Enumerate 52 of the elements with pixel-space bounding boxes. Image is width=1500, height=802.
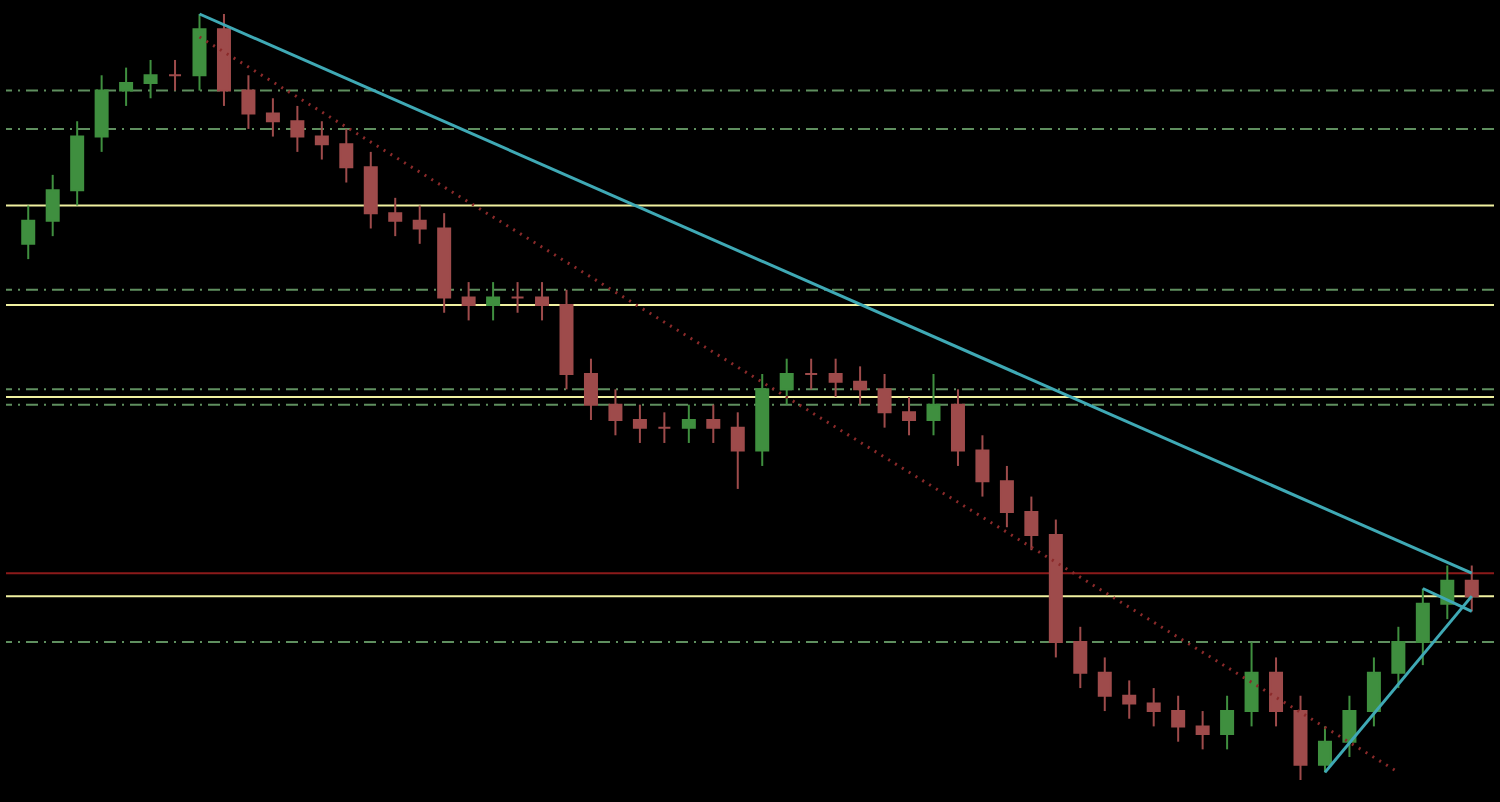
candlestick bbox=[1024, 495, 1039, 552]
candlestick bbox=[1391, 625, 1406, 690]
candlestick bbox=[999, 464, 1014, 529]
candlestick bbox=[388, 196, 403, 238]
candlestick bbox=[1122, 679, 1137, 720]
candlestick bbox=[681, 403, 696, 444]
candlestick bbox=[1269, 656, 1284, 728]
candlestick bbox=[706, 403, 721, 444]
candlestick bbox=[779, 357, 794, 406]
candlestick bbox=[902, 396, 917, 437]
candlestick bbox=[1244, 641, 1259, 728]
candlestick bbox=[535, 281, 550, 322]
candlestick bbox=[241, 74, 256, 130]
candlestick bbox=[510, 281, 525, 314]
candlestick bbox=[950, 388, 965, 467]
candlestick bbox=[1220, 694, 1235, 751]
candlestick bbox=[1073, 625, 1088, 690]
candlestick bbox=[192, 13, 207, 92]
candlestick bbox=[1171, 694, 1186, 743]
candlestick bbox=[1366, 656, 1381, 728]
candlestick bbox=[486, 281, 501, 322]
candlestick bbox=[143, 58, 158, 100]
candlestick bbox=[632, 403, 647, 444]
candlestick bbox=[339, 127, 354, 184]
candlestick bbox=[461, 281, 476, 322]
candlestick bbox=[804, 357, 819, 391]
candlestick bbox=[168, 58, 183, 92]
candlestick bbox=[730, 411, 745, 490]
candlestick bbox=[363, 150, 378, 230]
candlestick bbox=[1415, 587, 1430, 667]
candlestick bbox=[608, 388, 623, 437]
candlestick bbox=[657, 411, 672, 444]
candlestick bbox=[314, 120, 329, 161]
candlestick bbox=[1342, 694, 1357, 759]
candlestick bbox=[926, 373, 941, 437]
candlestick bbox=[828, 357, 843, 398]
candlestick bbox=[975, 434, 990, 498]
candlestick bbox=[265, 97, 280, 138]
candlestick bbox=[45, 173, 60, 238]
candlestick bbox=[1317, 725, 1332, 774]
candlestick bbox=[119, 66, 134, 107]
candlestick bbox=[583, 357, 598, 421]
candlestick bbox=[412, 204, 427, 245]
candlestick bbox=[853, 365, 868, 406]
candlestick bbox=[877, 373, 892, 429]
candlestick bbox=[94, 74, 109, 153]
candlestick bbox=[290, 104, 305, 153]
candlestick bbox=[1097, 656, 1112, 713]
candlestick bbox=[1464, 564, 1479, 613]
candlestick bbox=[1195, 710, 1210, 751]
candlestick bbox=[21, 204, 36, 261]
candlestick bbox=[1146, 687, 1161, 728]
